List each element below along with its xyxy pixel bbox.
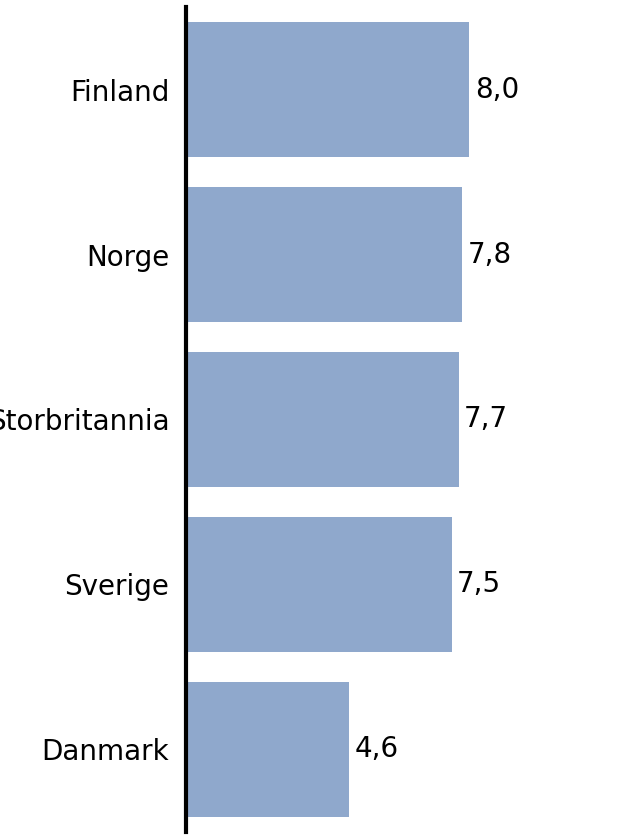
Bar: [186, 23, 469, 158]
Text: 7,8: 7,8: [467, 241, 512, 268]
Bar: [186, 187, 463, 322]
Bar: [186, 352, 459, 487]
Text: 8,0: 8,0: [475, 76, 519, 104]
Bar: [186, 681, 349, 816]
Text: 4,6: 4,6: [354, 735, 399, 763]
Text: 7,7: 7,7: [464, 405, 508, 434]
Bar: [186, 517, 452, 652]
Text: 7,5: 7,5: [457, 571, 501, 598]
